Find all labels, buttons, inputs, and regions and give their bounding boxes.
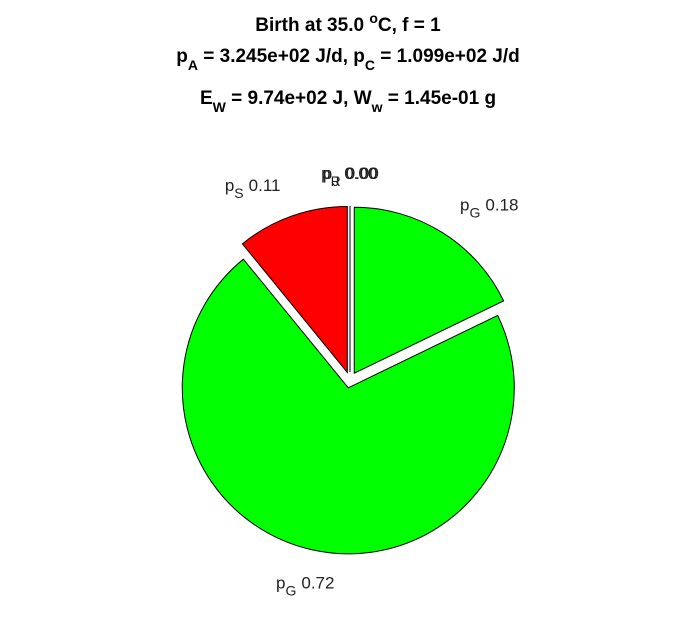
title-text: E xyxy=(200,88,213,109)
slice-label: pG 0.72 xyxy=(276,573,334,598)
title-line: pA = 3.245e+02 J/d, pC = 1.099e+02 J/d xyxy=(176,46,520,73)
label-name: p xyxy=(323,164,332,183)
label-value: 0.18 xyxy=(485,195,518,214)
title-text: W xyxy=(354,88,372,109)
label-value: 0.00 xyxy=(344,164,377,183)
slice-label: pJ 0.00 xyxy=(323,164,378,189)
label-sub: G xyxy=(470,204,481,220)
label-value: 0.00 xyxy=(346,164,379,183)
label-sub: G xyxy=(285,582,296,598)
label-name: p xyxy=(225,176,234,195)
title-sub: C xyxy=(365,57,375,73)
pie-slice xyxy=(241,205,348,374)
title-line: Birth at 35.0 oC, f = 1 xyxy=(255,10,441,36)
label-value: 0.72 xyxy=(301,573,334,592)
title-sub: W xyxy=(213,99,227,115)
label-sub: S xyxy=(234,185,243,201)
title-text: Birth at 35.0 xyxy=(255,15,369,36)
title-sub: w xyxy=(371,99,383,115)
title-text: C, f = 1 xyxy=(378,15,441,36)
title-text: p xyxy=(176,46,188,67)
label-name: p xyxy=(321,164,330,183)
label-sub: J xyxy=(332,173,339,189)
title-text: = 1.45e-01 g xyxy=(383,88,497,109)
title-text: p xyxy=(353,46,365,67)
pie-slice xyxy=(353,206,505,375)
label-value: 0.11 xyxy=(249,176,281,195)
title-sup: o xyxy=(369,10,378,26)
label-name: p xyxy=(276,573,285,592)
title-text: = 1.099e+02 J/d xyxy=(375,46,520,67)
slice-label: pG 0.18 xyxy=(460,195,518,220)
pie-slice xyxy=(181,258,515,555)
title-sub: A xyxy=(188,57,198,73)
title-text: = 9.74e+02 J, xyxy=(226,88,354,109)
slice-label: pS 0.11 xyxy=(225,176,281,201)
label-sub: R xyxy=(331,173,341,189)
title-text: = 3.245e+02 J/d, xyxy=(198,46,353,67)
title-line: EW = 9.74e+02 J, Ww = 1.45e-01 g xyxy=(200,88,496,115)
slice-label: pR 0.00 xyxy=(321,164,379,189)
label-name: p xyxy=(460,195,469,214)
